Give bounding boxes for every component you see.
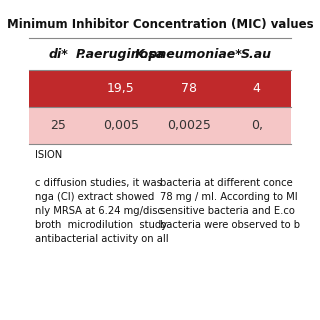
Text: S.au: S.au (241, 48, 272, 61)
Text: 0,005: 0,005 (103, 119, 139, 132)
Text: 78: 78 (181, 82, 197, 95)
Bar (29, 38, 291, 70)
Text: Minimum Inhibitor Concentration (MIC) values: Minimum Inhibitor Concentration (MIC) va… (7, 18, 313, 30)
Bar (29, 107, 291, 144)
Text: di*: di* (48, 48, 68, 61)
Text: K.pneumoniae*: K.pneumoniae* (135, 48, 243, 61)
Text: bacteria at different conce
78 mg / ml. According to MI
sensitive bacteria and E: bacteria at different conce 78 mg / ml. … (160, 178, 300, 230)
Text: P.aeruginosa: P.aeruginosa (76, 48, 165, 61)
Text: 25: 25 (50, 119, 66, 132)
Text: 4: 4 (253, 82, 261, 95)
Bar (29, 10, 291, 38)
Text: 0,: 0, (251, 119, 263, 132)
Text: 19,5: 19,5 (107, 82, 135, 95)
Bar (29, 70, 291, 107)
Text: ISION

c diffusion studies, it was
nga (CI) extract showed
nly MRSA at 6.24 mg/d: ISION c diffusion studies, it was nga (C… (35, 150, 168, 244)
Text: 0,0025: 0,0025 (167, 119, 211, 132)
